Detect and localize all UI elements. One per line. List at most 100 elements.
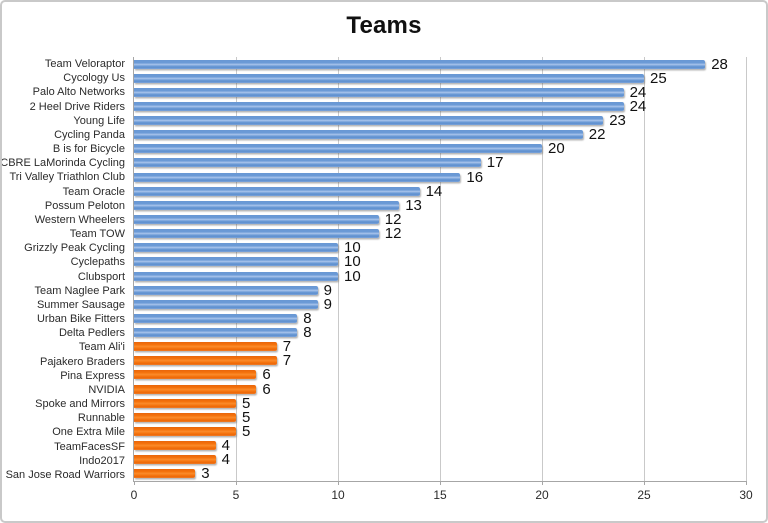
category-labels: Team Veloraptor Cycology Us Palo Alto Netw… — [2, 57, 133, 482]
chart-bar — [134, 384, 257, 394]
value-label: 20 — [548, 140, 565, 158]
value-label: 3 — [201, 465, 210, 483]
axis-tick — [542, 481, 543, 485]
bar-row: 5 — [134, 423, 746, 441]
bar-row: 9 — [134, 297, 746, 312]
bar-row: 4 — [134, 437, 746, 455]
category-label: Possum Peloton — [44, 199, 125, 212]
chart-bar — [134, 130, 583, 140]
value-label: 23 — [609, 112, 626, 130]
value-label: 6 — [262, 366, 271, 384]
category-label: Young Life — [73, 114, 125, 127]
chart-bar — [134, 243, 338, 253]
bar-row: 10 — [134, 253, 746, 271]
x-axis-label: 20 — [535, 488, 549, 502]
bar-row: 17 — [134, 155, 746, 170]
chart-bar — [134, 73, 644, 83]
bar-row: 12 — [134, 226, 746, 241]
chart-bar — [134, 87, 624, 97]
chart-bar — [134, 116, 604, 126]
chart-bar — [134, 229, 379, 239]
value-label: 6 — [262, 380, 271, 398]
bar-row: 3 — [134, 465, 746, 483]
chart-bar — [134, 200, 400, 210]
category-label: Team Veloraptor — [44, 58, 125, 71]
bar-row: 7 — [134, 352, 746, 370]
category-label: Clubsport — [77, 270, 125, 283]
gridline — [338, 57, 339, 481]
x-axis-label: 10 — [331, 488, 345, 502]
category-label: Tri Valley Triathlon Club — [9, 171, 125, 184]
bar-row: 28 — [134, 55, 746, 73]
value-label: 24 — [629, 97, 647, 115]
bar-row: 23 — [134, 112, 746, 130]
category-label: B is for Bicycle — [52, 143, 125, 156]
chart-bar — [134, 455, 216, 465]
axis-tick — [338, 481, 339, 485]
value-label: 10 — [344, 239, 361, 257]
chart-bar — [134, 158, 481, 168]
chart-bar — [134, 398, 236, 408]
bar-row: 5 — [134, 408, 746, 426]
bar-row: 10 — [134, 269, 746, 284]
category-label: NVIDIA — [88, 383, 125, 396]
bar-row: 9 — [134, 281, 746, 299]
x-axis-label: 0 — [130, 488, 138, 502]
bar-row: 10 — [134, 239, 746, 257]
category-label: Team Ali'i — [78, 341, 125, 354]
category-label: 2 Heel Drive Riders — [29, 100, 125, 113]
bar-row: 24 — [134, 97, 746, 115]
chart-bar — [134, 427, 236, 437]
bar-row: 8 — [134, 309, 746, 327]
category-label: Cycling Panda — [54, 128, 125, 141]
chart-bar — [134, 313, 298, 323]
gridline — [644, 57, 645, 481]
value-label: 7 — [282, 338, 292, 356]
value-label: 24 — [629, 83, 647, 101]
gridline — [542, 57, 543, 481]
chart-title: Teams — [346, 12, 422, 39]
chart-bar — [134, 101, 624, 111]
value-label: 8 — [303, 309, 312, 327]
x-axis-label: 5 — [232, 488, 240, 502]
bar-row: 7 — [134, 338, 746, 356]
chart-bar — [134, 271, 338, 281]
value-label: 5 — [242, 408, 251, 426]
chart-bar — [134, 144, 542, 154]
axis-tick — [746, 481, 747, 485]
category-label: Urban Bike Fitters — [36, 313, 125, 326]
category-label: Runnable — [77, 412, 125, 425]
chart-bar — [134, 469, 196, 479]
bar-row: 22 — [134, 127, 746, 142]
category-label: Indo2017 — [79, 454, 125, 467]
category-label: Team Oracle — [62, 185, 125, 198]
category-label: Pina Express — [60, 369, 125, 382]
value-label: 7 — [282, 352, 292, 370]
bar-row: 6 — [134, 366, 746, 384]
chart-bar — [134, 342, 277, 352]
bar-row: 5 — [134, 394, 746, 412]
bar-row: 25 — [134, 71, 746, 86]
chart-bar — [134, 215, 379, 225]
value-label: 5 — [242, 423, 251, 441]
value-label: 5 — [242, 394, 251, 412]
axis-tick — [236, 481, 237, 485]
category-label: Delta Pedlers — [58, 327, 125, 340]
value-label: 9 — [323, 281, 332, 299]
category-label: CBRE LaMorinda Cycling — [0, 157, 125, 170]
category-label: San Jose Road Warriors — [5, 468, 125, 481]
chart-bar — [134, 299, 318, 309]
chart-bar — [134, 412, 236, 422]
value-label: 13 — [405, 196, 422, 214]
value-label: 10 — [344, 253, 361, 271]
value-label: 28 — [711, 55, 728, 73]
category-label: Team TOW — [69, 228, 125, 241]
value-label: 4 — [221, 437, 230, 455]
category-label: Palo Alto Networks — [32, 86, 125, 99]
category-label: Pajakero Braders — [40, 355, 125, 368]
value-label: 4 — [221, 451, 230, 469]
axis-tick — [134, 481, 135, 485]
chart-bar — [134, 257, 338, 267]
x-axis-label: 30 — [739, 488, 753, 502]
